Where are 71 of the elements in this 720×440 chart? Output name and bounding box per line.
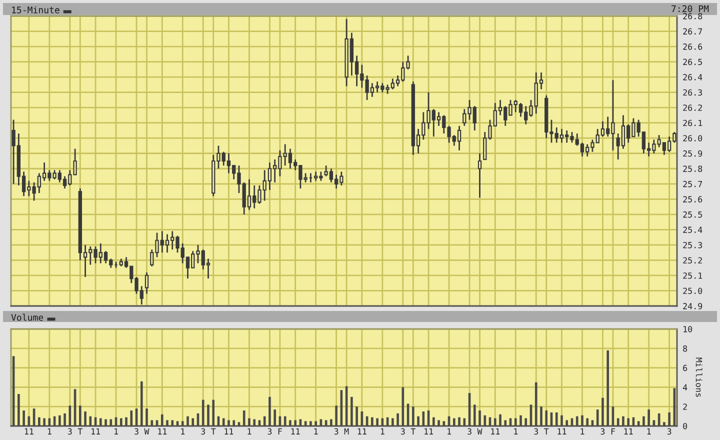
x-tick-label: F (611, 428, 615, 434)
x-tick-label: F (278, 428, 282, 434)
y-tick-label: 25.5 (683, 211, 702, 218)
x-tick-label: 11 (92, 428, 100, 434)
x-tick-label: 1 (380, 428, 384, 434)
x-tick-label: 3 (600, 428, 605, 435)
y-tick-label: 0 (683, 423, 688, 430)
y-tick-label: 26.1 (683, 120, 702, 126)
y-tick-label: 2 (683, 404, 687, 410)
x-tick-label: 3 (134, 428, 138, 435)
x-tick-label: 11 (424, 428, 433, 434)
x-tick-label: 11 (24, 428, 34, 434)
y-tick-label: 25.7 (683, 180, 702, 188)
x-tick-label: 3 (201, 428, 205, 435)
y-tick-label: 26.5 (683, 58, 702, 66)
y-tick-label: 26.7 (683, 28, 702, 35)
x-tick-label: W (477, 428, 482, 434)
y-tick-label: 25.6 (683, 196, 702, 202)
x-tick-label: 3 (268, 428, 272, 435)
x-tick-label: T (211, 428, 216, 434)
x-tick-label: 1 (647, 428, 651, 434)
y-tick-label: 10 (684, 326, 692, 332)
x-tick-label: 3 (68, 428, 72, 435)
y-tick-label: 26.2 (683, 104, 702, 111)
y-tick-label: 25.0 (683, 288, 702, 294)
x-tick-label: 11 (491, 428, 500, 434)
x-tick-label: 11 (291, 428, 300, 434)
candlestick (478, 152, 482, 198)
y-axis-title: Millions (696, 358, 702, 397)
y-tick-label: 4 (682, 384, 688, 390)
y-tick-label: 26.4 (683, 74, 702, 80)
x-tick-label: T (410, 428, 416, 434)
x-tick-label: M (344, 428, 349, 434)
y-tick-label: 6 (683, 364, 688, 372)
y-tick-label: 26.0 (683, 135, 702, 142)
y-tick-label: 8 (683, 345, 688, 352)
y-tick-label: 24.9 (683, 303, 702, 310)
y-tick-label: 25.1 (683, 272, 702, 279)
x-tick-label: 1 (514, 428, 518, 434)
y-tick-label: 25.2 (683, 257, 702, 264)
x-tick-label: 11 (224, 428, 234, 434)
x-tick-label: 11 (158, 428, 167, 434)
y-tick-label: 25.4 (683, 226, 702, 233)
x-tick-label: 3 (667, 428, 672, 435)
x-tick-label: 1 (114, 428, 118, 434)
y-tick-label: 25.8 (683, 166, 702, 172)
y-tick-label: 25.9 (683, 150, 702, 157)
x-tick-label: 3 (468, 428, 472, 435)
y-tick-label: 25.3 (683, 242, 702, 248)
x-tick-label: 11 (358, 428, 366, 434)
y-tick-label: 26.8 (683, 13, 702, 20)
chart-title: Volume (11, 314, 44, 321)
x-tick-label: 1 (314, 428, 318, 434)
x-tick-label: 1 (248, 428, 252, 434)
y-tick-label: 26.6 (683, 44, 702, 50)
x-tick-label: 1 (181, 428, 185, 434)
x-tick-label: 1 (448, 428, 451, 434)
x-tick-label: W (144, 428, 150, 434)
candlestick (144, 272, 149, 294)
x-tick-label: 3 (400, 428, 405, 435)
text: 7:20 PM (672, 5, 709, 12)
x-tick-label: 11 (624, 428, 633, 434)
chart-title: 15-Minute (12, 6, 60, 14)
y-tick-label: 26.3 (683, 89, 702, 96)
x-tick-label: 3 (334, 428, 338, 435)
x-tick-label: T (544, 428, 549, 434)
x-tick-label: 3 (534, 428, 538, 435)
x-tick-label: T (78, 428, 82, 434)
x-tick-label: 1 (580, 428, 584, 434)
x-tick-label: 1 (48, 428, 52, 434)
x-tick-label: 11 (558, 428, 566, 434)
